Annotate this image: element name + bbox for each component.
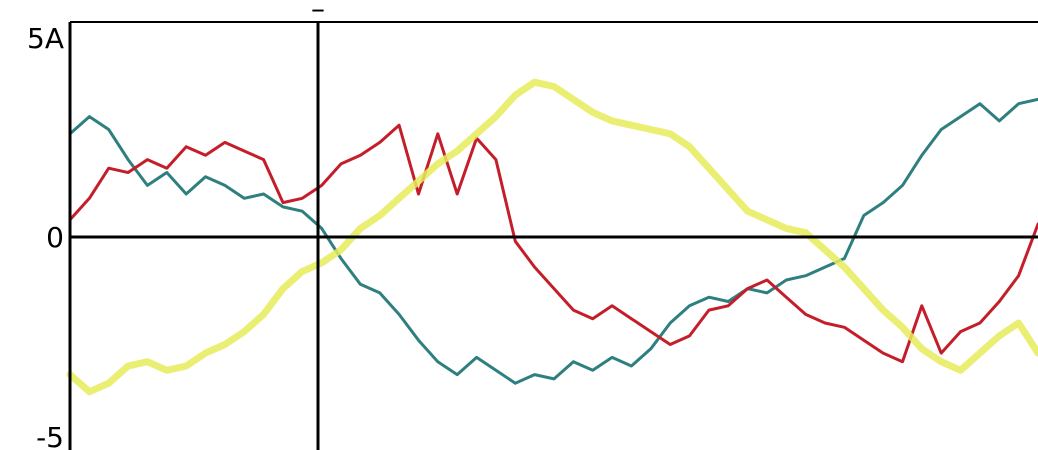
series-line-red xyxy=(68,123,1038,364)
series-layer xyxy=(66,78,1038,396)
cursor-marker-label[interactable]: – xyxy=(311,0,325,25)
y-tick-label: 0 xyxy=(46,221,64,254)
series-line-teal xyxy=(68,97,1038,385)
y-tick-label: 5A xyxy=(27,22,64,55)
y-tick-layer: 5A 0 -5 xyxy=(27,22,64,450)
y-tick-label: -5 xyxy=(36,421,64,450)
series-line-yellow xyxy=(66,78,1038,396)
